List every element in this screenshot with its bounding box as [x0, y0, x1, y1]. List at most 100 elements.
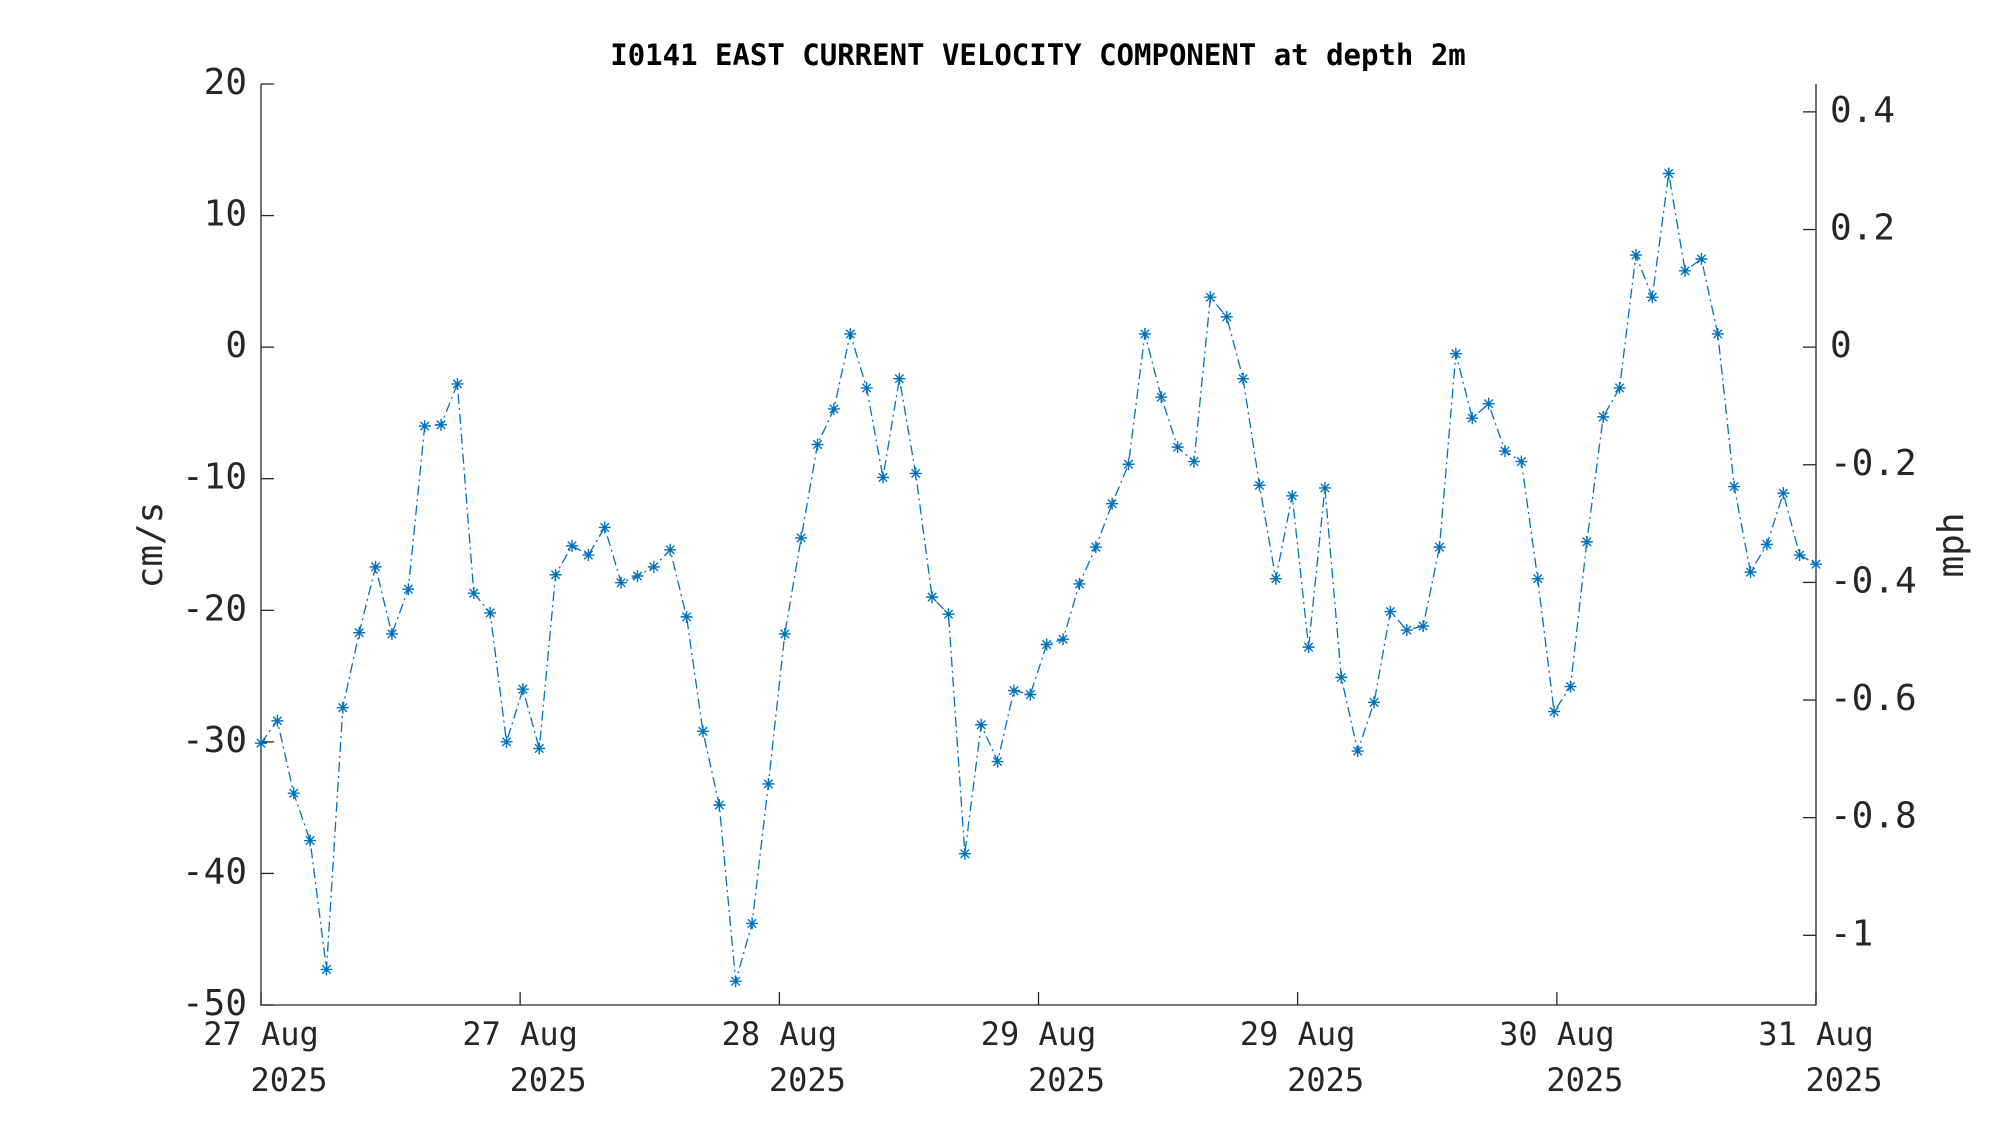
data-point [1400, 624, 1413, 637]
data-point [385, 627, 398, 640]
data-point [566, 539, 578, 552]
y-tick-label: -10 [182, 457, 247, 498]
data-point [1466, 412, 1479, 425]
data-point [893, 372, 906, 385]
x-tick-label: 29 Aug 2025 [981, 1015, 1105, 1099]
data-point [664, 543, 677, 556]
data-point [1155, 391, 1168, 404]
x-tick-label: 30 Aug 2025 [1499, 1015, 1623, 1099]
data-point [1073, 577, 1086, 590]
data-point [1204, 291, 1217, 304]
data-point [975, 718, 988, 731]
data-point [827, 402, 840, 415]
data-point [1253, 479, 1266, 492]
data-point [516, 683, 529, 696]
data-point [304, 834, 317, 847]
data-point [680, 610, 693, 623]
data-point [467, 587, 480, 600]
data-point [647, 560, 660, 573]
data-point [598, 521, 611, 534]
data-point [1662, 167, 1675, 180]
data-point [1318, 481, 1331, 494]
data-point [713, 799, 726, 812]
y2-tick-label: 0.2 [1830, 208, 1895, 249]
data-point [353, 626, 366, 639]
data-point [1744, 566, 1757, 579]
data-point [958, 847, 971, 860]
data-point [1564, 680, 1577, 693]
y-tick-label: 0 [225, 325, 247, 366]
data-point [877, 471, 889, 484]
data-point [1024, 688, 1037, 701]
data-point [484, 606, 497, 619]
data-point [1695, 252, 1708, 265]
y2-tick-label: -1 [1830, 913, 1873, 954]
data-point [1171, 441, 1184, 454]
data-point [1220, 310, 1233, 323]
y-tick-label: 10 [204, 194, 247, 235]
y2-tick-label: -0.2 [1830, 443, 1917, 484]
data-point [1433, 541, 1446, 554]
data-point [1351, 745, 1364, 758]
data-point [1368, 696, 1381, 709]
data-point [582, 549, 595, 562]
data-point [418, 420, 431, 433]
data-point [1417, 620, 1430, 633]
data-point [1040, 638, 1053, 651]
y2-tick-label: 0.4 [1830, 90, 1895, 131]
chart-title: I0141 EAST CURRENT VELOCITY COMPONENT at… [610, 38, 1466, 72]
data-point [369, 560, 382, 573]
y2-tick-label: -0.6 [1830, 678, 1917, 719]
data-point [778, 627, 791, 640]
data-point [1057, 633, 1070, 646]
data-point [1548, 705, 1561, 718]
data-point [336, 701, 349, 714]
data-point [1449, 347, 1462, 360]
data-point [1138, 327, 1151, 340]
data-point [1269, 572, 1282, 585]
data-point [1335, 671, 1348, 684]
x-tick-label: 31 Aug 2025 [1758, 1015, 1882, 1099]
y2-tick-label: -0.4 [1830, 560, 1917, 601]
data-point [1188, 455, 1200, 468]
data-point [1646, 291, 1659, 304]
y-tick-label: -20 [182, 588, 247, 629]
series-line [260, 173, 1817, 982]
data-point [451, 377, 464, 390]
data-point [320, 963, 333, 976]
data-point [811, 438, 824, 451]
data-point [1089, 541, 1102, 554]
x-tick-label: 29 Aug 2025 [1240, 1015, 1364, 1099]
data-point [1629, 249, 1642, 262]
data-point [926, 591, 939, 604]
x-tick-label: 28 Aug 2025 [722, 1015, 846, 1099]
data-point [255, 737, 267, 750]
data-point [1613, 381, 1626, 394]
data-point [271, 714, 284, 727]
data-point [1597, 410, 1610, 423]
data-point [1728, 480, 1741, 493]
y2-axis-label: mph [1931, 512, 1972, 577]
y-tick-label: -30 [182, 720, 247, 761]
data-point [1122, 458, 1135, 471]
data-point [1580, 535, 1593, 548]
x-tick-label: 27 Aug 2025 [203, 1015, 327, 1099]
data-point [844, 327, 857, 340]
x-tick-label: 27 Aug 2025 [462, 1015, 586, 1099]
y-tick-label: -50 [182, 983, 247, 1024]
y2-tick-label: 0 [1830, 325, 1852, 366]
y-axis-label: cm/s [130, 502, 171, 589]
data-point [1711, 327, 1724, 340]
data-point [1760, 538, 1773, 551]
data-point [1499, 445, 1511, 458]
data-point [435, 418, 448, 431]
data-point [860, 381, 873, 394]
data-point [991, 755, 1004, 768]
data-point [746, 917, 759, 930]
data-point [1793, 549, 1806, 562]
data-point [500, 735, 513, 748]
data-point [729, 975, 742, 988]
data-point [1302, 641, 1315, 654]
